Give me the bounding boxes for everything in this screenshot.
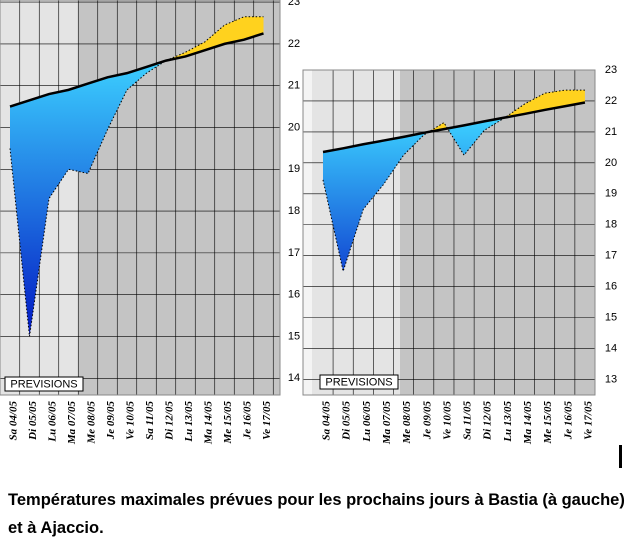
y-tick-label: 17 xyxy=(605,250,617,262)
marker-bar xyxy=(619,445,622,468)
y-tick-label: 17 xyxy=(288,247,300,259)
y-tick-label: 15 xyxy=(288,330,300,342)
x-tick-label: Me 15/05 xyxy=(222,401,234,445)
x-tick-label: Di 05/05 xyxy=(27,401,39,441)
x-tick-label: Ma 07/05 xyxy=(66,401,78,446)
x-tick-label: Ma 07/05 xyxy=(381,401,393,446)
y-tick-label: 15 xyxy=(605,312,617,324)
x-tick-label: Di 12/05 xyxy=(164,401,176,441)
forecast-line xyxy=(9,16,264,337)
y-tick-label: 20 xyxy=(288,121,300,133)
y-tick-label: 22 xyxy=(288,38,300,50)
normal-line xyxy=(9,32,264,108)
plot-margin xyxy=(303,70,312,395)
annotation-box xyxy=(4,376,84,392)
y-tick-label: 14 xyxy=(605,342,617,354)
x-tick-label: Je 09/05 xyxy=(421,401,433,441)
x-tick-label: Lu 06/05 xyxy=(47,401,59,443)
annotation-box xyxy=(319,374,399,390)
y-tick-label: 21 xyxy=(288,80,300,92)
x-tick-label: Ma 14/05 xyxy=(203,401,215,446)
y-tick-label: 16 xyxy=(288,289,300,301)
plot-frame xyxy=(0,0,281,396)
x-tick-label: Sa 11/05 xyxy=(144,401,156,440)
y-tick-label: 20 xyxy=(605,157,617,169)
x-tick-label: Di 05/05 xyxy=(341,401,353,441)
x-tick-label: Di 12/05 xyxy=(482,401,494,441)
x-tick-label: Ve 17/05 xyxy=(582,401,594,440)
x-tick-label: Ve 17/05 xyxy=(261,401,273,440)
y-tick-label: 18 xyxy=(288,205,300,217)
deficit-area xyxy=(10,33,264,337)
x-tick-label: Ma 14/05 xyxy=(522,401,534,446)
y-tick-label: 19 xyxy=(288,163,300,175)
x-tick-label: Lu 13/05 xyxy=(183,401,195,443)
x-tick-label: Lu 06/05 xyxy=(361,401,373,443)
x-tick-label: Sa 11/05 xyxy=(462,401,474,440)
x-tick-label: Sa 04/05 xyxy=(321,401,333,441)
deficit-area xyxy=(323,102,585,272)
plot-frame xyxy=(302,69,596,396)
x-tick-label: Je 16/05 xyxy=(242,401,254,441)
y-tick-label: 14 xyxy=(288,372,300,384)
normal-line xyxy=(322,101,586,154)
x-tick-label: Me 15/05 xyxy=(542,401,554,445)
x-tick-label: Je 09/05 xyxy=(105,401,117,441)
x-tick-label: Ve 10/05 xyxy=(125,401,137,440)
y-tick-label: 23 xyxy=(605,64,617,76)
x-tick-label: Me 08/05 xyxy=(401,401,413,445)
y-tick-label: 21 xyxy=(605,126,617,138)
x-tick-label: Sa 04/05 xyxy=(8,401,20,441)
y-tick-label: 13 xyxy=(605,373,617,385)
x-tick-label: Me 08/05 xyxy=(86,401,98,445)
y-tick-label: 23 xyxy=(288,0,300,8)
y-tick-label: 19 xyxy=(605,188,617,200)
y-tick-label: 22 xyxy=(605,95,617,107)
annotation: PREVISIONS xyxy=(10,378,77,390)
annotation: PREVISIONS xyxy=(325,376,392,388)
y-tick-label: 18 xyxy=(605,219,617,231)
x-tick-label: Je 16/05 xyxy=(562,401,574,441)
y-tick-label: 16 xyxy=(605,281,617,293)
caption: Températures maximales prévues pour les … xyxy=(8,491,625,537)
x-tick-label: Lu 13/05 xyxy=(502,401,514,443)
x-tick-label: Ve 10/05 xyxy=(441,401,453,440)
